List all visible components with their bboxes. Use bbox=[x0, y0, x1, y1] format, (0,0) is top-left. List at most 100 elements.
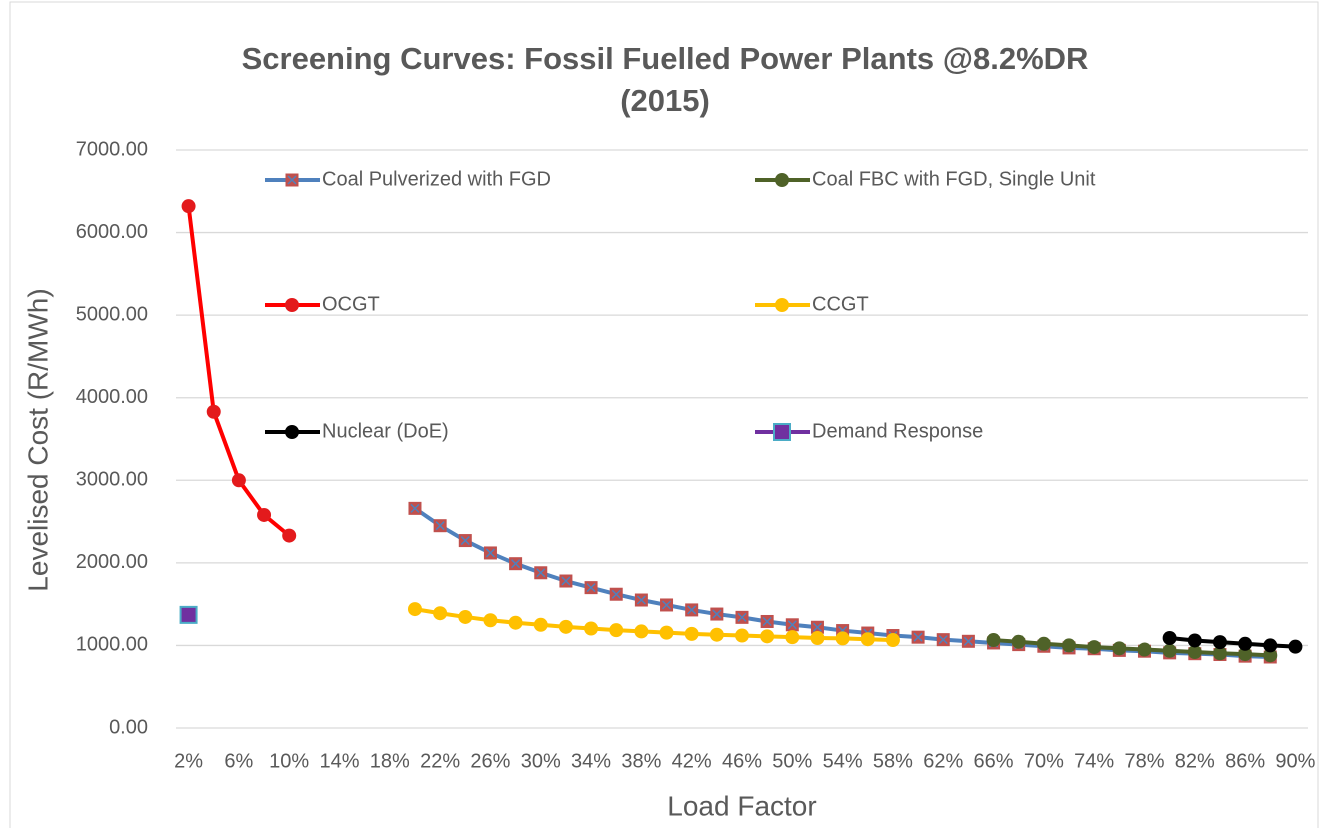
data-point bbox=[181, 199, 196, 214]
legend-marker bbox=[285, 298, 299, 312]
x-tick-label: 14% bbox=[319, 750, 359, 772]
legend-label: Demand Response bbox=[812, 420, 983, 442]
x-tick-label: 18% bbox=[370, 750, 410, 772]
data-point bbox=[231, 473, 246, 488]
x-tick-label: 6% bbox=[224, 750, 253, 772]
data-point bbox=[1112, 641, 1127, 656]
data-point bbox=[785, 630, 800, 645]
data-point bbox=[483, 546, 497, 560]
data-point bbox=[1162, 630, 1177, 645]
data-point bbox=[810, 630, 825, 645]
data-point bbox=[1162, 643, 1177, 658]
legend-label: Nuclear (DoE) bbox=[322, 420, 449, 442]
data-point bbox=[885, 633, 900, 648]
x-tick-label: 38% bbox=[621, 750, 661, 772]
data-point bbox=[584, 621, 599, 636]
x-tick-label: 70% bbox=[1024, 750, 1064, 772]
data-point bbox=[860, 632, 875, 647]
legend-label: Coal FBC with FGD, Single Unit bbox=[812, 168, 1096, 190]
data-point bbox=[1288, 639, 1303, 654]
chart-title: Screening Curves: Fossil Fuelled Power P… bbox=[241, 41, 1089, 118]
data-point bbox=[206, 404, 221, 419]
y-tick-label: 5000.00 bbox=[76, 303, 148, 325]
x-tick-label: 74% bbox=[1074, 750, 1114, 772]
y-tick-label: 6000.00 bbox=[76, 221, 148, 243]
data-point bbox=[634, 593, 648, 607]
x-tick-label: 42% bbox=[672, 750, 712, 772]
x-tick-label: 46% bbox=[722, 750, 762, 772]
data-point bbox=[1238, 647, 1253, 662]
data-point bbox=[936, 633, 950, 647]
data-point bbox=[458, 534, 472, 548]
data-point bbox=[660, 598, 674, 612]
data-point bbox=[1187, 645, 1202, 660]
data-point bbox=[483, 613, 498, 628]
data-point bbox=[986, 633, 1001, 648]
data-point bbox=[684, 626, 699, 641]
legend-marker bbox=[775, 298, 789, 312]
x-tick-label: 26% bbox=[470, 750, 510, 772]
data-point bbox=[1263, 648, 1278, 663]
data-point bbox=[282, 528, 297, 543]
data-point bbox=[533, 617, 548, 632]
y-tick-label: 3000.00 bbox=[76, 469, 148, 491]
x-tick-label: 58% bbox=[873, 750, 913, 772]
data-point bbox=[961, 634, 975, 648]
data-point bbox=[508, 615, 523, 630]
data-point bbox=[408, 501, 422, 515]
legend-marker bbox=[773, 423, 791, 441]
data-point bbox=[1087, 640, 1102, 655]
data-point bbox=[559, 574, 573, 588]
data-point bbox=[1036, 636, 1051, 651]
y-axis-title: Levelised Cost (R/MWh) bbox=[22, 288, 53, 591]
data-point bbox=[257, 507, 272, 522]
x-tick-label: 2% bbox=[174, 750, 203, 772]
data-point bbox=[433, 606, 448, 621]
data-point bbox=[1011, 634, 1026, 649]
y-tick-label: 2000.00 bbox=[76, 551, 148, 573]
data-point bbox=[634, 624, 649, 639]
x-tick-label: 34% bbox=[571, 750, 611, 772]
data-point bbox=[1187, 633, 1202, 648]
data-point bbox=[558, 619, 573, 634]
data-point bbox=[659, 625, 674, 640]
legend-marker bbox=[775, 173, 789, 187]
x-tick-label: 66% bbox=[974, 750, 1014, 772]
chart-border bbox=[9, 1, 1319, 828]
x-tick-label: 62% bbox=[923, 750, 963, 772]
data-point bbox=[760, 629, 775, 644]
data-point bbox=[709, 627, 724, 642]
y-tick-label: 4000.00 bbox=[76, 386, 148, 408]
legend-marker bbox=[285, 425, 299, 439]
data-point bbox=[1212, 646, 1227, 661]
data-point bbox=[710, 607, 724, 621]
x-tick-label: 90% bbox=[1275, 750, 1315, 772]
x-tick-label: 82% bbox=[1175, 750, 1215, 772]
legend-label: Coal Pulverized with FGD bbox=[322, 168, 551, 190]
data-point bbox=[609, 587, 623, 601]
data-point bbox=[685, 603, 699, 617]
x-tick-label: 10% bbox=[269, 750, 309, 772]
data-point bbox=[835, 631, 850, 646]
data-point bbox=[179, 605, 198, 624]
x-tick-label: 30% bbox=[521, 750, 561, 772]
y-tick-label: 7000.00 bbox=[76, 138, 148, 160]
data-point bbox=[911, 630, 925, 644]
data-point bbox=[1137, 642, 1152, 657]
data-point bbox=[458, 609, 473, 624]
data-point bbox=[609, 623, 624, 638]
x-tick-label: 22% bbox=[420, 750, 460, 772]
legend-label: OCGT bbox=[322, 293, 380, 315]
x-tick-label: 86% bbox=[1225, 750, 1265, 772]
data-point bbox=[1238, 636, 1253, 651]
data-point bbox=[433, 519, 447, 533]
y-tick-label: 1000.00 bbox=[76, 634, 148, 656]
y-tick-label: 0.00 bbox=[109, 716, 148, 738]
data-point bbox=[735, 610, 749, 624]
data-point bbox=[509, 557, 523, 571]
legend-label: CCGT bbox=[812, 293, 869, 315]
legend-marker bbox=[285, 173, 299, 187]
data-point bbox=[785, 618, 799, 632]
x-tick-label: 78% bbox=[1124, 750, 1164, 772]
